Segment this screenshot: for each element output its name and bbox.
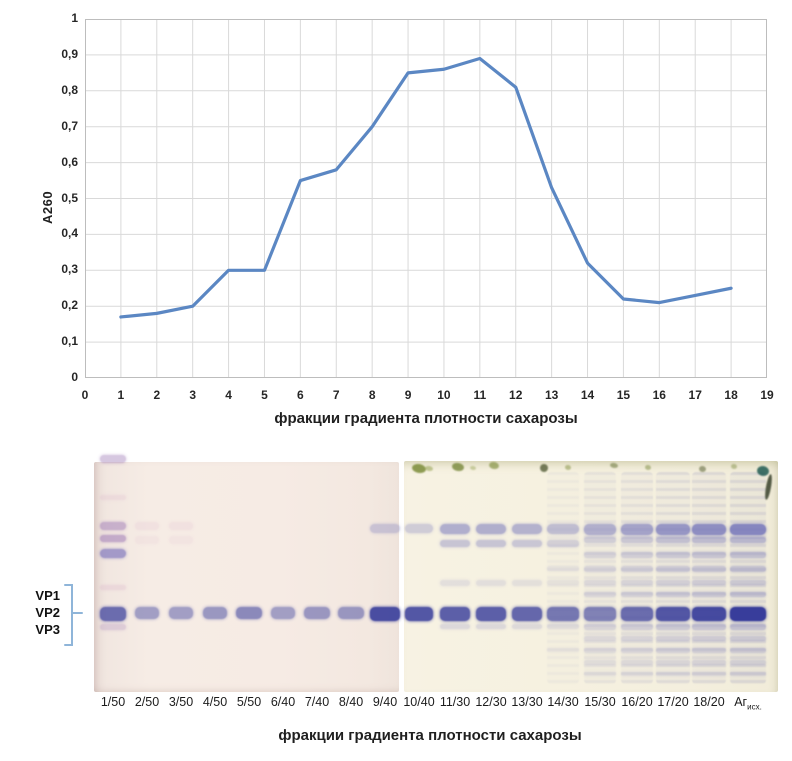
vp-bracket xyxy=(64,584,83,646)
plot-border xyxy=(85,19,767,378)
x-tick-label: 13 xyxy=(544,388,559,402)
gel-lane-label: 16/20 xyxy=(621,695,653,709)
vp2-label: VP2 xyxy=(35,605,60,620)
y-tick-label: 0,5 xyxy=(61,190,78,205)
x-tick-label: 0 xyxy=(81,388,89,402)
gel-lane-label: 18/20 xyxy=(693,695,725,709)
x-tick-label: 15 xyxy=(616,388,631,402)
a260-series-line xyxy=(119,56,733,319)
gel-lane-label: 15/30 xyxy=(584,695,616,709)
x-tick-label: 2 xyxy=(153,388,161,402)
gel-lane-label: 2/50 xyxy=(134,695,160,709)
gel-lane-label: 14/30 xyxy=(547,695,579,709)
x-tick-label: 12 xyxy=(509,388,523,402)
gel-lane-label: 10/40 xyxy=(403,695,435,709)
plot-area xyxy=(85,19,767,378)
x-tick-label: 14 xyxy=(580,388,595,402)
x-tick-label: 9 xyxy=(404,388,412,402)
gel-lane-label: Агисх. xyxy=(734,695,762,712)
x-axis-title: фракции градиента плотности сахарозы xyxy=(274,410,578,427)
x-tick-label: 4 xyxy=(225,388,232,402)
gel-lane-label: 9/40 xyxy=(372,695,398,709)
gel-lane-label: 12/30 xyxy=(475,695,507,709)
sds-page-gel-figure: VP1 VP2 VP3 1/50 2/50 3/50 4/50 5/50 6/40 7/40… xyxy=(0,440,792,761)
x-tick-label: 5 xyxy=(261,388,268,402)
gel-lane-label: 11/30 xyxy=(439,695,471,709)
y-tick-label: 0,8 xyxy=(61,82,78,97)
vp1-label: VP1 xyxy=(35,588,60,603)
x-tick-label: 7 xyxy=(332,388,340,402)
x-tick-label: 17 xyxy=(688,388,702,402)
y-tick-label: 1 xyxy=(71,11,78,25)
gel-lane-label: 3/50 xyxy=(168,695,194,709)
gel-lane-label: 8/40 xyxy=(338,695,364,709)
gel-image-right-panel xyxy=(404,461,778,692)
x-tick-label: 16 xyxy=(652,388,666,402)
vp3-label: VP3 xyxy=(35,622,60,637)
y-tick-label: 0,2 xyxy=(61,298,78,313)
y-tick-label: 0,7 xyxy=(61,118,78,133)
y-tick-label: 0,3 xyxy=(61,262,78,277)
x-tick-label: 6 xyxy=(297,388,304,402)
x-tick-label: 19 xyxy=(760,388,774,402)
gel-lane-label: 13/30 xyxy=(511,695,543,709)
gel-lane-label: 4/50 xyxy=(202,695,228,709)
gel-lane-label: 6/40 xyxy=(270,695,296,709)
y-tick-label: 0,9 xyxy=(61,46,78,61)
x-tick-label: 8 xyxy=(368,388,376,402)
y-tick-label: 0,1 xyxy=(61,334,78,349)
gel-lane-label: 17/20 xyxy=(657,695,689,709)
x-tick-label: 11 xyxy=(473,388,487,402)
gel-lane-label: 5/50 xyxy=(236,695,262,709)
gel-caption: фракции градиента плотности сахарозы xyxy=(278,727,582,744)
gel-lane-label: 7/40 xyxy=(304,695,330,709)
y-tick-label: 0 xyxy=(71,370,78,384)
gel-lane-label: 1/50 xyxy=(100,695,126,709)
x-tick-label: 10 xyxy=(437,388,451,402)
y-tick-label: 0,6 xyxy=(61,154,78,169)
gel-image-left-panel xyxy=(94,462,399,692)
x-tick-label: 18 xyxy=(724,388,738,402)
x-tick-label: 3 xyxy=(189,388,197,402)
x-tick-label: 1 xyxy=(117,388,125,402)
y-tick-label: 0,4 xyxy=(61,226,78,241)
